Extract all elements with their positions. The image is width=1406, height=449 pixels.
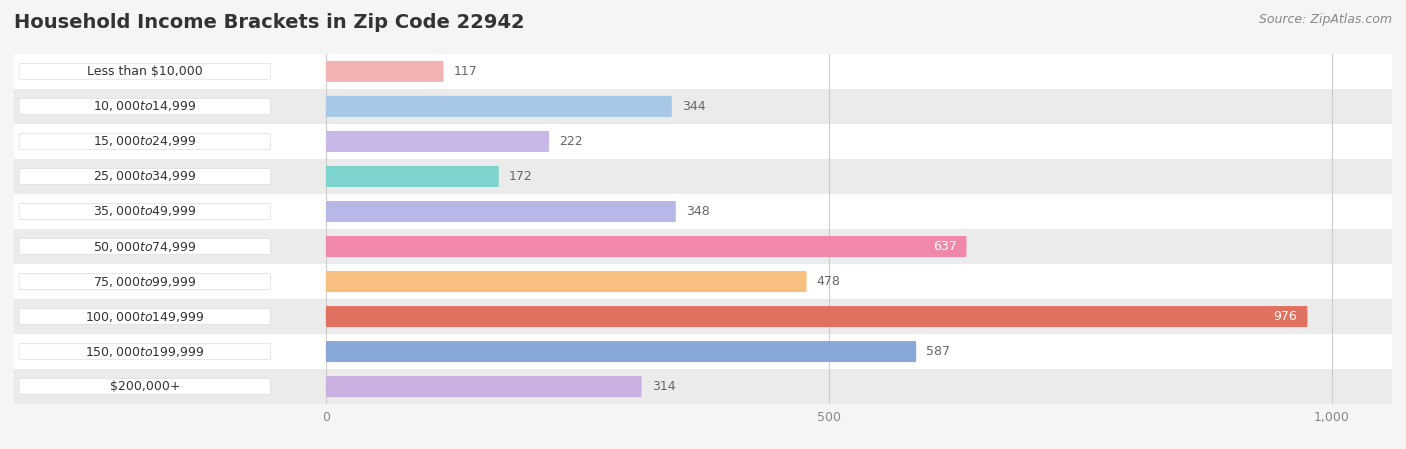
Bar [14, 159, 1392, 194]
Text: 344: 344 [682, 100, 706, 113]
Text: 222: 222 [560, 135, 583, 148]
FancyBboxPatch shape [20, 168, 270, 185]
FancyBboxPatch shape [20, 379, 270, 395]
Bar [14, 299, 1392, 334]
Bar [14, 89, 1392, 124]
Text: 637: 637 [932, 240, 956, 253]
FancyBboxPatch shape [20, 308, 270, 325]
Text: 587: 587 [927, 345, 950, 358]
Text: 172: 172 [509, 170, 533, 183]
FancyBboxPatch shape [326, 96, 672, 117]
FancyBboxPatch shape [326, 236, 966, 257]
FancyBboxPatch shape [20, 133, 270, 150]
FancyBboxPatch shape [20, 203, 270, 220]
Text: $35,000 to $49,999: $35,000 to $49,999 [93, 204, 197, 219]
FancyBboxPatch shape [326, 131, 550, 152]
FancyBboxPatch shape [326, 201, 676, 222]
Bar [14, 334, 1392, 369]
Text: 478: 478 [817, 275, 841, 288]
Text: 314: 314 [652, 380, 675, 393]
Bar [14, 264, 1392, 299]
FancyBboxPatch shape [326, 166, 499, 187]
FancyBboxPatch shape [20, 63, 270, 79]
FancyBboxPatch shape [326, 306, 1308, 327]
Text: 348: 348 [686, 205, 710, 218]
FancyBboxPatch shape [326, 61, 443, 82]
Text: $50,000 to $74,999: $50,000 to $74,999 [93, 239, 197, 254]
FancyBboxPatch shape [326, 341, 917, 362]
Bar [14, 369, 1392, 404]
Text: $25,000 to $34,999: $25,000 to $34,999 [93, 169, 197, 184]
Bar [14, 124, 1392, 159]
Text: Less than $10,000: Less than $10,000 [87, 65, 202, 78]
FancyBboxPatch shape [20, 273, 270, 290]
Text: Household Income Brackets in Zip Code 22942: Household Income Brackets in Zip Code 22… [14, 13, 524, 32]
Bar [14, 229, 1392, 264]
FancyBboxPatch shape [326, 376, 641, 397]
Text: $200,000+: $200,000+ [110, 380, 180, 393]
FancyBboxPatch shape [326, 271, 807, 292]
Text: Source: ZipAtlas.com: Source: ZipAtlas.com [1258, 13, 1392, 26]
Text: $75,000 to $99,999: $75,000 to $99,999 [93, 274, 197, 289]
Text: 117: 117 [454, 65, 477, 78]
Text: $15,000 to $24,999: $15,000 to $24,999 [93, 134, 197, 149]
Bar [14, 194, 1392, 229]
FancyBboxPatch shape [20, 238, 270, 255]
FancyBboxPatch shape [20, 98, 270, 114]
Text: $150,000 to $199,999: $150,000 to $199,999 [86, 344, 204, 359]
FancyBboxPatch shape [20, 343, 270, 360]
Text: $10,000 to $14,999: $10,000 to $14,999 [93, 99, 197, 114]
Text: $100,000 to $149,999: $100,000 to $149,999 [86, 309, 204, 324]
Bar [14, 54, 1392, 89]
Text: 976: 976 [1274, 310, 1298, 323]
